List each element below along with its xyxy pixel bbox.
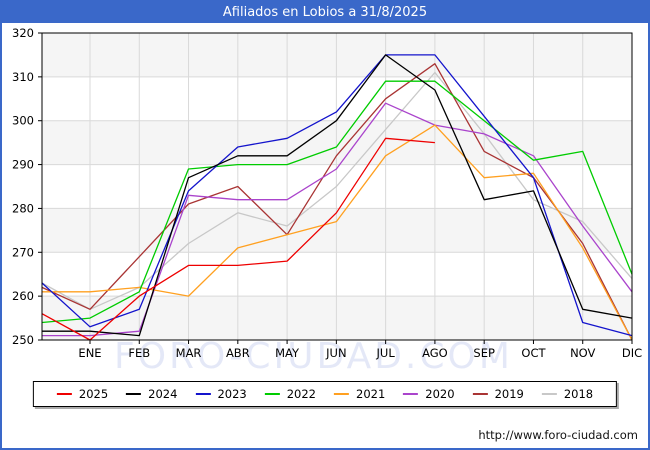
x-axis-labels: ENE FEB MAR ABR MAY JUN JUL AGO SEP OCT NOV DIC xyxy=(78,346,642,360)
legend-label-2024: 2024 xyxy=(148,387,178,401)
legend-swatch-2018 xyxy=(541,393,557,395)
source-url[interactable]: http://www.foro-ciudad.com xyxy=(478,428,638,442)
chart-legend: 2025 2024 2023 2022 2021 2020 2019 2018 xyxy=(32,381,618,407)
legend-item-2022: 2022 xyxy=(264,387,316,401)
legend-item-2025: 2025 xyxy=(56,387,109,401)
legend-swatch-2019 xyxy=(472,393,488,395)
legend-item-2023: 2023 xyxy=(195,387,247,401)
svg-text:JUL: JUL xyxy=(376,346,396,360)
legend-label-2022: 2022 xyxy=(286,387,316,401)
legend-swatch-2022 xyxy=(264,393,280,395)
legend-label-2019: 2019 xyxy=(494,387,524,401)
svg-text:280: 280 xyxy=(12,201,34,215)
svg-text:JUN: JUN xyxy=(325,346,346,360)
svg-text:300: 300 xyxy=(12,114,34,128)
legend-label-2021: 2021 xyxy=(356,387,386,401)
series-line-2022 xyxy=(41,80,633,324)
svg-text:NOV: NOV xyxy=(570,346,595,360)
svg-text:270: 270 xyxy=(12,245,34,259)
legend-item-2024: 2024 xyxy=(126,387,177,401)
svg-text:MAY: MAY xyxy=(275,346,300,360)
legend-item-2018: 2018 xyxy=(541,387,594,401)
svg-text:FEB: FEB xyxy=(128,346,150,360)
svg-text:ABR: ABR xyxy=(226,346,250,360)
svg-text:320: 320 xyxy=(12,26,34,40)
plot-border xyxy=(41,32,633,341)
legend-item-2021: 2021 xyxy=(334,387,385,401)
svg-text:260: 260 xyxy=(12,289,34,303)
legend-label-2025: 2025 xyxy=(78,387,109,401)
legend-swatch-2024 xyxy=(126,393,142,395)
series-line-2020 xyxy=(42,102,633,337)
legend-swatch-2025 xyxy=(56,393,72,395)
legend-swatch-2020 xyxy=(403,393,419,395)
watermark: FORO-CIUDAD.COM xyxy=(114,336,513,377)
series-line-2023 xyxy=(41,54,633,337)
series-line-2024 xyxy=(42,54,633,337)
legend-item-2019: 2019 xyxy=(472,387,524,401)
axis-ticks xyxy=(38,32,633,344)
svg-text:DIC: DIC xyxy=(622,346,642,360)
legend-swatch-2021 xyxy=(334,393,349,395)
legend-item-2020: 2020 xyxy=(403,387,455,401)
legend-label-2018: 2018 xyxy=(563,387,594,401)
svg-text:MAR: MAR xyxy=(176,346,202,360)
svg-text:290: 290 xyxy=(12,158,34,172)
svg-text:OCT: OCT xyxy=(521,346,546,360)
svg-text:ENE: ENE xyxy=(78,346,101,360)
svg-text:250: 250 xyxy=(12,333,34,347)
legend-swatch-2023 xyxy=(195,393,211,395)
series-line-2025 xyxy=(41,137,435,341)
svg-text:AGO: AGO xyxy=(422,346,448,360)
svg-text:310: 310 xyxy=(12,70,34,84)
svg-text:SEP: SEP xyxy=(473,346,495,360)
legend-label-2020: 2020 xyxy=(425,387,455,401)
y-axis-labels: 250 260 270 280 290 300 310 320 xyxy=(12,26,34,347)
chart-title: Afiliados en Lobios a 31/8/2025 xyxy=(2,2,648,23)
series-line-2021 xyxy=(42,124,633,341)
legend-label-2023: 2023 xyxy=(217,387,247,401)
